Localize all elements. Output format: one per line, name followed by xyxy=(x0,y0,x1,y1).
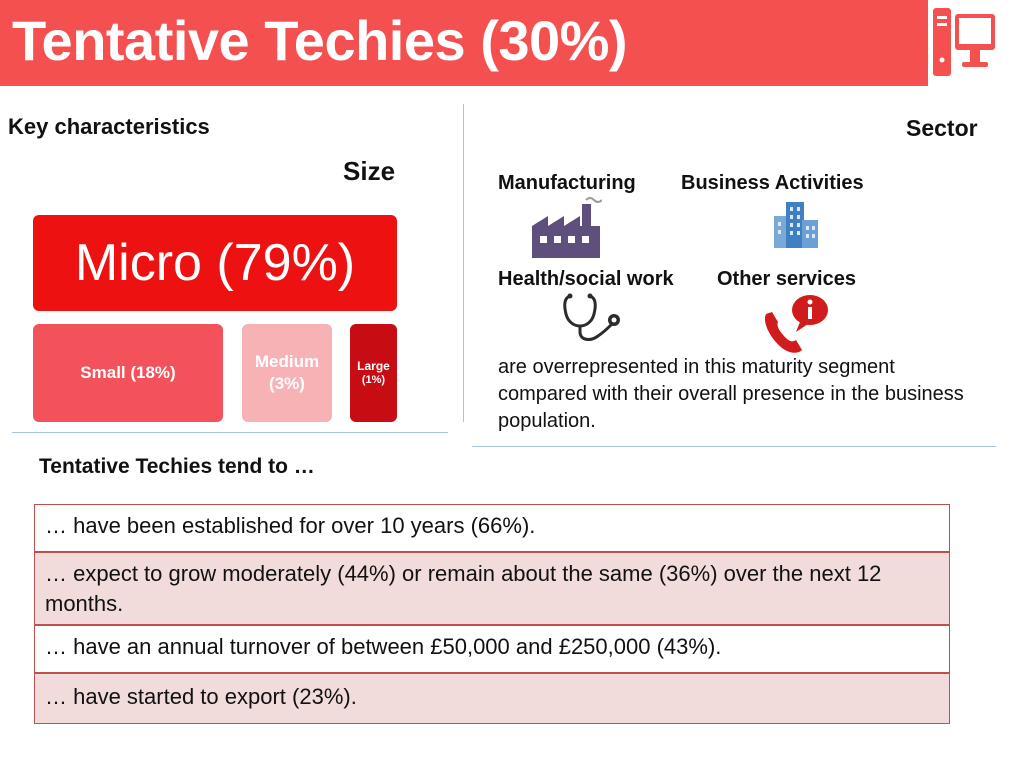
sector-heading: Sector xyxy=(906,115,978,141)
tend-heading: Tentative Techies tend to … xyxy=(39,455,315,478)
tendency-table: … have been established for over 10 year… xyxy=(34,504,950,724)
office-buildings-icon xyxy=(774,202,818,248)
key-characteristics-heading: Key characteristics xyxy=(8,114,210,139)
page-title: Tentative Techies (30%) xyxy=(12,9,628,72)
sector-other-services: Other services xyxy=(717,268,856,290)
phone-info-icon xyxy=(764,295,828,353)
size-heading: Size xyxy=(343,156,396,186)
large-pct: (1%) xyxy=(361,374,386,386)
sector-health-social-work: Health/social work xyxy=(498,268,674,290)
table-row: … have started to export (23%). xyxy=(34,673,950,724)
vertical-divider xyxy=(463,104,464,422)
table-row: … have been established for over 10 year… xyxy=(34,504,950,552)
micro-label: Micro (79%) xyxy=(74,234,356,292)
title-bar: Tentative Techies (30%) xyxy=(0,0,928,86)
left-divider xyxy=(12,432,448,433)
stethoscope-icon xyxy=(563,293,620,341)
small-label: Small (18%) xyxy=(80,363,176,382)
right-divider xyxy=(472,446,996,447)
sector-manufacturing: Manufacturing xyxy=(498,172,636,194)
medium-size-box: Medium (3%) xyxy=(242,324,332,422)
table-row: … expect to grow moderately (44%) or rem… xyxy=(34,552,950,625)
factory-icon xyxy=(532,197,602,258)
sector-business-activities: Business Activities xyxy=(681,172,864,194)
large-name: Large xyxy=(357,359,390,373)
table-row: … have an annual turnover of between £50… xyxy=(34,625,950,673)
small-size-box: Small (18%) xyxy=(33,324,223,422)
micro-size-box: Micro (79%) xyxy=(33,215,397,311)
sector-note: are overrepresented in this maturity seg… xyxy=(498,356,964,432)
medium-name: Medium xyxy=(254,352,320,371)
desktop-computer-icon xyxy=(933,8,995,76)
large-size-box: Large (1%) xyxy=(350,324,397,422)
medium-pct: (3%) xyxy=(269,374,305,393)
